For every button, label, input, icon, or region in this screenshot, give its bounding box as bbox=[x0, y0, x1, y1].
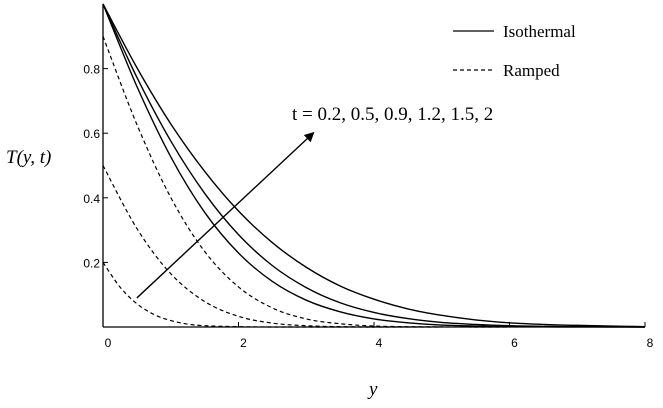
ramped-series-line bbox=[102, 36, 510, 328]
x-tick-label: 0 bbox=[105, 336, 112, 350]
x-tick-label: 6 bbox=[511, 336, 518, 350]
y-tick-label: 0.6 bbox=[83, 127, 100, 141]
ramped-series-line bbox=[102, 165, 442, 328]
legend-label-ramped: Ramped bbox=[503, 61, 560, 80]
ramped-series-line bbox=[102, 262, 374, 328]
x-axis-label: y bbox=[367, 379, 378, 400]
annotation-arrow bbox=[136, 131, 315, 299]
x-tick-label: 8 bbox=[647, 336, 654, 350]
x-tick-label: 4 bbox=[376, 336, 383, 350]
annotation-text: t = 0.2, 0.5, 0.9, 1.2, 1.5, 2 bbox=[292, 104, 493, 125]
series-group bbox=[102, 3, 646, 328]
axes bbox=[102, 4, 645, 328]
isothermal-series-line bbox=[102, 3, 646, 328]
y-tick-label: 0.8 bbox=[83, 63, 100, 77]
y-axis-label: T(y, t) bbox=[6, 147, 51, 168]
isothermal-series-line bbox=[102, 3, 646, 328]
isothermal-series-line bbox=[102, 3, 646, 328]
ticks: 0 2 4 6 8 0.2 0.4 0.6 0.8 bbox=[83, 63, 653, 350]
y-tick-label: 0.4 bbox=[83, 192, 100, 206]
x-tick-label: 2 bbox=[240, 336, 247, 350]
legend-label-isothermal: Isothermal bbox=[503, 22, 576, 41]
y-tick-label: 0.2 bbox=[83, 256, 100, 270]
legend: Isothermal Ramped bbox=[453, 22, 576, 80]
